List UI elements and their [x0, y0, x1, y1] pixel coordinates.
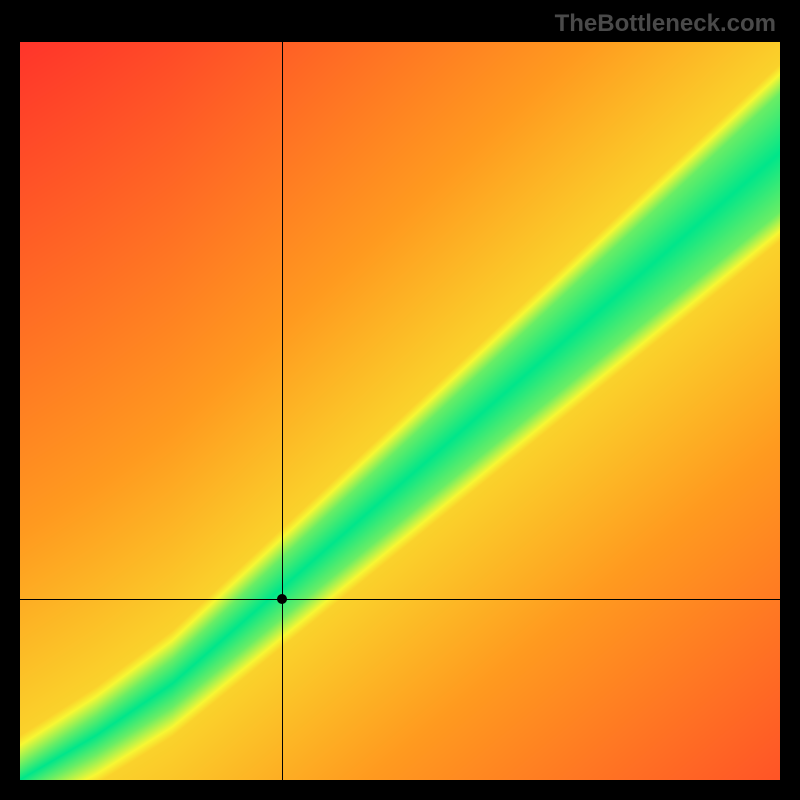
watermark-text: TheBottleneck.com — [555, 10, 776, 38]
heatmap-plot-area — [20, 42, 780, 780]
heatmap-canvas — [20, 42, 780, 780]
crosshair-point — [277, 594, 287, 604]
crosshair-horizontal — [20, 599, 780, 600]
crosshair-vertical — [282, 42, 283, 780]
